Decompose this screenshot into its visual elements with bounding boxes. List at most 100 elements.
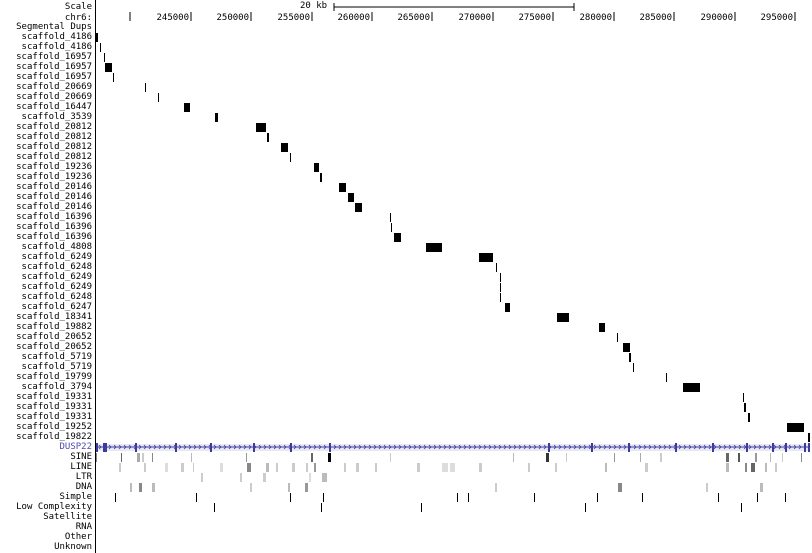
repeat-element[interactable] — [142, 453, 144, 462]
repeat-element[interactable] — [495, 483, 497, 492]
repeat-element[interactable] — [119, 463, 121, 472]
repeat-element[interactable] — [201, 473, 203, 482]
segdup-row-label[interactable]: scaffold_6248 — [21, 292, 92, 302]
segdup-row-label[interactable]: scaffold_5719 — [21, 352, 92, 362]
segdup-feature[interactable] — [314, 163, 319, 172]
segdup-feature[interactable] — [390, 213, 391, 222]
segdup-feature[interactable] — [184, 103, 190, 112]
repeat-element[interactable] — [246, 453, 247, 462]
repeat-element[interactable] — [775, 463, 777, 472]
segdup-row-label[interactable]: scaffold_19882 — [16, 322, 92, 332]
segdup-feature[interactable] — [683, 383, 700, 392]
segdup-feature[interactable] — [100, 43, 101, 52]
segdup-row-label[interactable]: scaffold_20669 — [16, 82, 92, 92]
segdup-feature[interactable] — [394, 233, 401, 242]
repeat-element[interactable] — [785, 493, 786, 502]
repeat-element[interactable] — [305, 483, 308, 492]
repeat-class-label[interactable]: Other — [64, 532, 92, 542]
repeat-element[interactable] — [263, 473, 266, 482]
segdup-feature[interactable] — [104, 53, 105, 62]
segdup-feature[interactable] — [787, 423, 804, 432]
repeat-element[interactable] — [645, 463, 648, 472]
repeat-element[interactable] — [534, 493, 535, 502]
repeat-element[interactable] — [214, 503, 215, 512]
segdup-row-label[interactable]: scaffold_19799 — [16, 372, 92, 382]
segdup-row-label[interactable]: scaffold_19331 — [16, 392, 92, 402]
repeat-element[interactable] — [640, 453, 641, 462]
segdup-feature[interactable] — [355, 203, 362, 212]
repeat-element[interactable] — [468, 493, 469, 502]
repeat-element[interactable] — [165, 463, 168, 472]
repeat-element[interactable] — [311, 453, 313, 462]
segdup-feature[interactable] — [808, 433, 810, 442]
repeat-element[interactable] — [479, 463, 482, 472]
repeat-element[interactable] — [266, 463, 269, 472]
repeat-element[interactable] — [196, 493, 197, 502]
segdup-row-label[interactable]: scaffold_6249 — [21, 282, 92, 292]
repeat-element[interactable] — [240, 473, 242, 482]
repeat-element[interactable] — [421, 503, 422, 512]
segdup-row-label[interactable]: scaffold_19331 — [16, 412, 92, 422]
segdup-row-label[interactable]: scaffold_6249 — [21, 252, 92, 262]
segdup-feature[interactable] — [320, 173, 322, 182]
segdup-feature[interactable] — [290, 153, 291, 162]
repeat-element[interactable] — [745, 463, 747, 472]
repeat-class-label[interactable]: SINE — [70, 452, 92, 462]
repeat-element[interactable] — [309, 473, 311, 482]
segdup-row-label[interactable]: scaffold_4186 — [21, 32, 92, 42]
segdup-feature[interactable] — [599, 323, 605, 332]
segdup-feature[interactable] — [633, 363, 634, 372]
segdup-row-label[interactable]: scaffold_19236 — [16, 162, 92, 172]
repeat-element[interactable] — [121, 453, 122, 462]
repeat-element[interactable] — [139, 483, 142, 492]
repeat-class-label[interactable]: LTR — [75, 472, 92, 482]
repeat-element[interactable] — [706, 483, 708, 492]
repeat-element[interactable] — [328, 453, 331, 462]
segdup-row-label[interactable]: scaffold_20812 — [16, 152, 92, 162]
segdup-row-label[interactable]: scaffold_20812 — [16, 122, 92, 132]
repeat-class-label[interactable]: Unknown — [54, 542, 92, 552]
repeat-element[interactable] — [618, 483, 622, 492]
repeat-class-label[interactable]: Simple — [59, 492, 92, 502]
segdup-feature[interactable] — [158, 93, 159, 102]
repeat-element[interactable] — [555, 463, 557, 472]
repeat-element[interactable] — [247, 463, 251, 472]
repeat-element[interactable] — [741, 503, 742, 512]
repeat-element[interactable] — [614, 453, 615, 462]
repeat-element[interactable] — [322, 473, 327, 482]
repeat-element[interactable] — [191, 453, 192, 462]
segdup-row-label[interactable]: scaffold_16957 — [16, 62, 92, 72]
segdup-row-label[interactable]: scaffold_6249 — [21, 272, 92, 282]
segdup-row-label[interactable]: scaffold_16396 — [16, 222, 92, 232]
repeat-element[interactable] — [738, 453, 740, 462]
segdup-row-label[interactable]: scaffold_19252 — [16, 422, 92, 432]
segdup-feature[interactable] — [666, 373, 667, 382]
repeat-element[interactable] — [115, 493, 116, 502]
segdup-row-label[interactable]: scaffold_20812 — [16, 132, 92, 142]
segdup-feature[interactable] — [479, 253, 493, 262]
repeat-element[interactable] — [323, 493, 324, 502]
segdup-row-label[interactable]: scaffold_19236 — [16, 172, 92, 182]
repeat-element[interactable] — [546, 453, 549, 462]
segdup-feature[interactable] — [145, 83, 146, 92]
segdup-feature[interactable] — [348, 193, 354, 202]
segdup-feature[interactable] — [426, 243, 442, 252]
repeat-element[interactable] — [390, 453, 391, 462]
segdup-row-label[interactable]: scaffold_19822 — [16, 432, 92, 442]
segdup-feature[interactable] — [95, 33, 98, 42]
repeat-element[interactable] — [181, 463, 184, 472]
segdup-feature[interactable] — [744, 403, 746, 412]
segdup-feature[interactable] — [391, 223, 392, 232]
segdup-row-label[interactable]: scaffold_20146 — [16, 202, 92, 212]
segdup-feature[interactable] — [496, 263, 497, 272]
segdup-row-label[interactable]: scaffold_3794 — [21, 382, 92, 392]
segdup-feature[interactable] — [623, 343, 630, 352]
repeat-element[interactable] — [356, 463, 359, 472]
segdup-row-label[interactable]: scaffold_3539 — [21, 112, 92, 122]
segdup-feature[interactable] — [500, 273, 501, 282]
repeat-element[interactable] — [276, 463, 278, 472]
repeat-element[interactable] — [757, 493, 758, 502]
segdup-row-label[interactable]: scaffold_20146 — [16, 192, 92, 202]
repeat-class-label[interactable]: Low Complexity — [16, 502, 92, 512]
